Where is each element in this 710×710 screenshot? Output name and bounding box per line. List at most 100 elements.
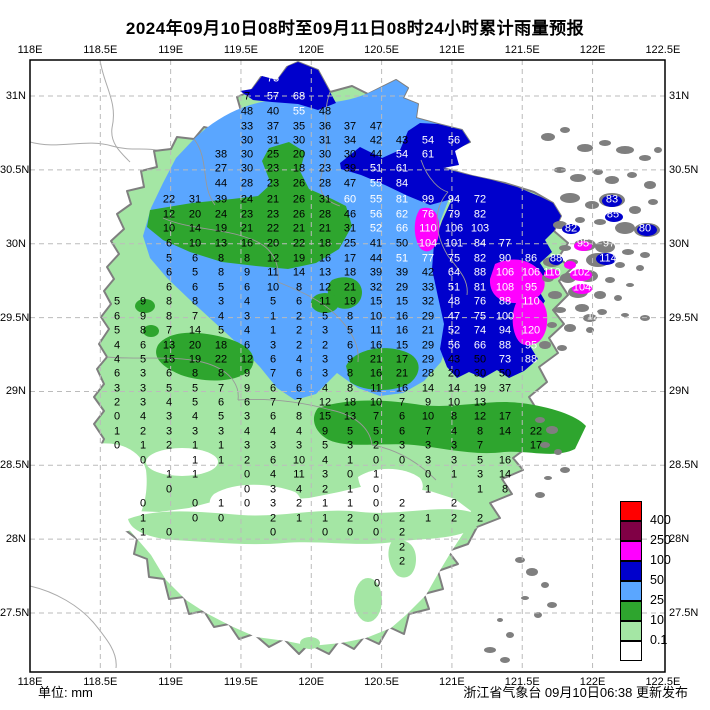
rain-value: 34 xyxy=(343,134,357,147)
rain-value: 37 xyxy=(343,120,357,133)
rain-value: 81 xyxy=(473,281,487,294)
lon-tick-label: 118E xyxy=(17,676,43,688)
rain-value: 12 xyxy=(266,252,280,265)
rain-value: 74 xyxy=(473,324,487,337)
rain-value: 1 xyxy=(424,483,432,496)
rain-value: 6 xyxy=(295,367,303,380)
rain-value: 6 xyxy=(269,410,277,423)
rain-value: 85 xyxy=(606,208,620,221)
rain-value: 19 xyxy=(473,382,487,395)
rain-value: 23 xyxy=(266,162,280,175)
rain-value: 80 xyxy=(638,222,652,235)
rain-value: 6 xyxy=(217,396,225,409)
rain-value: 30 xyxy=(292,134,306,147)
rain-value: 73 xyxy=(498,353,512,366)
rain-value: 3 xyxy=(321,468,329,481)
rain-value: 41 xyxy=(369,237,383,250)
rain-value: 0 xyxy=(243,497,251,510)
rain-value: 8 xyxy=(346,310,354,323)
rain-value: 3 xyxy=(269,339,277,352)
rain-region-01-10 xyxy=(388,539,416,578)
rain-region-100-250 xyxy=(512,295,548,346)
rain-value: 106 xyxy=(495,266,515,279)
rain-value: 47 xyxy=(369,120,383,133)
rain-value: 7 xyxy=(372,410,380,423)
rain-value: 6 xyxy=(243,281,251,294)
rain-value: 5 xyxy=(476,454,484,467)
rain-value: 6 xyxy=(191,281,199,294)
island xyxy=(648,199,658,205)
rain-value: 24 xyxy=(240,193,254,206)
rain-value: 5 xyxy=(113,295,121,308)
rain-value: 2 xyxy=(321,339,329,352)
rain-value: 14 xyxy=(498,425,512,438)
rain-value: 13 xyxy=(343,410,357,423)
lon-tick-label: 118.5E xyxy=(83,44,118,56)
rain-value: 20 xyxy=(188,208,202,221)
rain-value: 47 xyxy=(343,177,357,190)
rain-value: 0 xyxy=(191,512,199,525)
island xyxy=(546,426,558,434)
rain-value: 94 xyxy=(447,193,461,206)
island xyxy=(560,193,580,203)
lon-tick-label: 119E xyxy=(158,676,184,688)
rain-value: 35 xyxy=(292,120,306,133)
rain-value: 12 xyxy=(318,281,332,294)
rain-value: 39 xyxy=(369,266,383,279)
rain-value: 5 xyxy=(191,266,199,279)
rain-value: 19 xyxy=(343,295,357,308)
rain-value: 76 xyxy=(473,295,487,308)
rain-value: 14 xyxy=(447,382,461,395)
rain-value: 26 xyxy=(292,193,306,206)
lon-tick-label: 120.5E xyxy=(364,676,400,688)
legend-swatch xyxy=(620,601,642,621)
rain-value: 99 xyxy=(421,193,435,206)
rain-value: 12 xyxy=(473,410,487,423)
rain-value: 110 xyxy=(419,222,437,235)
rain-value: 5 xyxy=(139,353,147,366)
island xyxy=(541,133,555,141)
island xyxy=(559,245,571,251)
rain-value: 82 xyxy=(564,222,578,235)
rain-value: 14 xyxy=(188,324,202,337)
rain-value: 21 xyxy=(343,281,357,294)
rain-value: 22 xyxy=(292,237,306,250)
rain-value: 5 xyxy=(217,324,225,337)
rain-value: 51 xyxy=(395,252,409,265)
rain-value: 1 xyxy=(217,439,225,452)
rain-value: 0 xyxy=(165,483,173,496)
island xyxy=(570,174,586,182)
rain-value: 61 xyxy=(421,148,435,161)
rain-value: 8 xyxy=(346,367,354,380)
rain-value: 77 xyxy=(498,237,512,250)
lon-tick-label: 121E xyxy=(439,44,465,56)
lat-tick-label: 28.5N xyxy=(0,459,30,472)
unit-note: 单位: mm xyxy=(38,685,93,700)
island xyxy=(621,313,629,317)
rain-value: 8 xyxy=(243,252,251,265)
rain-value: 90 xyxy=(498,252,512,265)
rain-region-10-25 xyxy=(346,348,419,391)
rain-value: 4 xyxy=(243,324,251,337)
rain-value: 82 xyxy=(473,252,487,265)
lon-tick-label: 119E xyxy=(158,44,184,56)
rain-value: 3 xyxy=(139,396,147,409)
rain-value: 3 xyxy=(398,439,406,452)
lat-tick-label: 29N xyxy=(5,385,26,398)
legend-swatch xyxy=(620,541,642,561)
rain-value: 4 xyxy=(191,410,199,423)
lon-tick-label: 122E xyxy=(579,676,606,688)
rain-value: 13 xyxy=(473,396,487,409)
rain-value: 0 xyxy=(139,454,147,467)
rain-value: 7 xyxy=(476,439,484,452)
rain-value: 3 xyxy=(321,324,329,337)
rain-value: 8 xyxy=(217,266,225,279)
island xyxy=(575,217,585,223)
rain-value: 7 xyxy=(398,396,406,409)
rain-value: 44 xyxy=(369,148,383,161)
rain-value: 5 xyxy=(165,252,173,265)
rain-value: 4 xyxy=(165,396,173,409)
rain-value: 2 xyxy=(295,324,303,337)
rain-value: 0 xyxy=(139,497,147,510)
rain-value: 1 xyxy=(217,497,225,510)
